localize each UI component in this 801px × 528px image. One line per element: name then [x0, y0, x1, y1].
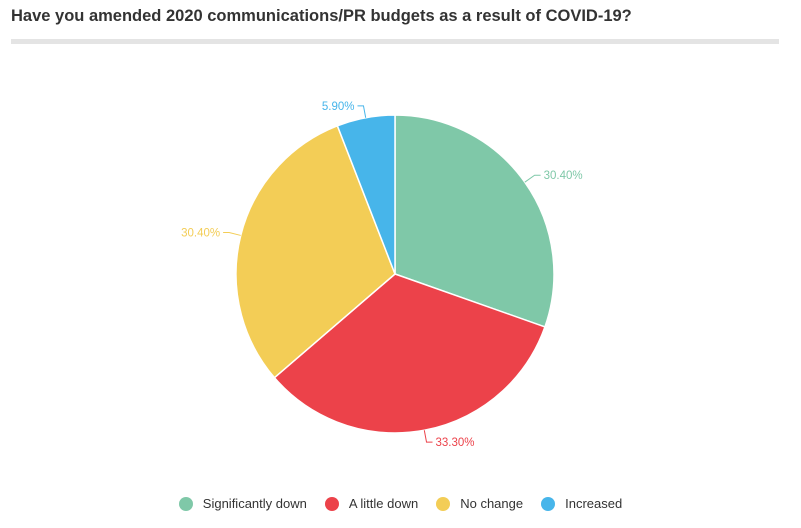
pie-slice-significantly-down[interactable] [394, 114, 555, 328]
legend-swatch-significantly-down [178, 496, 193, 511]
leader-line-increased [357, 105, 367, 118]
legend-label-significantly-down: Significantly down [202, 496, 307, 511]
data-label-significantly-down: 30.40% [544, 170, 583, 182]
pie-chart: 30.40% 33.30% 30.40% 5.90% [181, 101, 583, 449]
data-label-increased: 5.90% [322, 101, 355, 113]
legend-label-no-change: No change [460, 496, 524, 511]
legend-item-a-little-down[interactable]: A little down [324, 496, 419, 511]
legend-label-increased: Increased [565, 496, 623, 511]
legend-item-increased[interactable]: Increased [541, 496, 622, 511]
legend-swatch-no-change [436, 496, 451, 511]
legend-item-significantly-down[interactable]: Significantly down [178, 496, 307, 511]
title-divider [11, 39, 779, 44]
leader-line-significantly-down [524, 174, 541, 183]
leader-line-no-change [223, 232, 241, 236]
data-label-a-little-down: 33.30% [436, 437, 475, 449]
pie-slice-increased[interactable] [336, 114, 396, 275]
legend-swatch-a-little-down [324, 496, 339, 511]
legend-label-a-little-down: A little down [348, 496, 419, 511]
pie-slice-no-change[interactable] [235, 124, 396, 379]
chart-legend: Significantly down A little down No chan… [0, 496, 801, 511]
leader-line-a-little-down [423, 430, 433, 443]
chart-title: Have you amended 2020 communications/PR … [11, 7, 632, 25]
legend-swatch-increased [541, 496, 556, 511]
legend-item-no-change[interactable]: No change [436, 496, 523, 511]
data-label-no-change: 30.40% [181, 228, 220, 240]
